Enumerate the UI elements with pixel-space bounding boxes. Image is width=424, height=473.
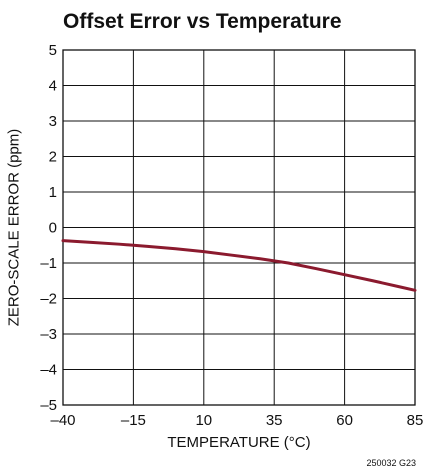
x-tick-label: –40 — [50, 412, 75, 429]
y-tick-label: –1 — [40, 255, 57, 272]
series-line — [61, 239, 417, 292]
y-tick-label: 1 — [49, 184, 57, 201]
x-tick-label: 85 — [407, 412, 424, 429]
grid — [62, 49, 416, 406]
y-tick-label: 4 — [49, 78, 57, 95]
y-tick-label: 2 — [49, 149, 57, 166]
y-tick-label: –2 — [40, 291, 57, 308]
plot-frame — [62, 49, 416, 406]
y-tick-label: 5 — [49, 42, 57, 59]
x-tick-label: –15 — [121, 412, 146, 429]
x-tick-label: 10 — [195, 412, 212, 429]
chart-title: Offset Error vs Temperature — [63, 10, 342, 33]
x-axis-label: TEMPERATURE (°C) — [167, 434, 310, 451]
series-layer — [61, 239, 417, 292]
y-tick-label: 0 — [49, 220, 57, 237]
figure-id-note: 250032 G23 — [366, 458, 416, 468]
x-tick-label: 35 — [266, 412, 283, 429]
y-tick-label: –3 — [40, 326, 57, 343]
y-tick-label: –5 — [40, 397, 57, 414]
y-tick-label: 3 — [49, 113, 57, 130]
x-tick-label: 60 — [336, 412, 353, 429]
y-tick-label: –4 — [40, 362, 57, 379]
y-axis-label: ZERO-SCALE ERROR (ppm) — [6, 129, 23, 327]
